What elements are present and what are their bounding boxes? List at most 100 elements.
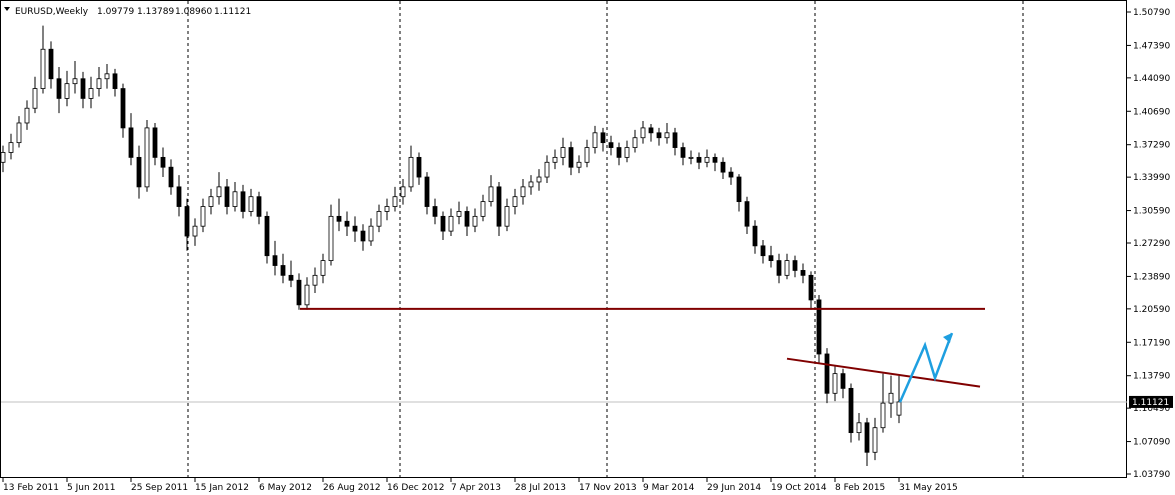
y-tick-label: 1.07090 [1133,438,1170,448]
x-tick-label: 8 Feb 2015 [835,483,885,493]
candle-body [240,191,246,212]
candle-body [48,48,54,80]
x-tick-label: 28 Jul 2013 [515,483,566,493]
x-tick-label: 31 May 2015 [899,483,958,493]
candle-body [752,225,758,247]
candle-body [96,78,102,89]
x-tick-label: 6 May 2012 [259,483,312,493]
candle-body [576,161,582,168]
close: 1.11121 [214,7,251,17]
candle-body [352,225,358,232]
candle-body [536,176,542,183]
high: 1.13789 [137,7,174,17]
y-tick-label: 1.37290 [1133,141,1170,151]
trend-line [786,357,981,388]
candle-body [656,132,662,139]
candle-body [680,147,686,158]
candle-body [560,147,566,158]
candle-body [32,88,38,109]
candle-body [104,73,110,80]
candle-body [136,156,142,188]
candle-body [256,196,262,217]
candle-body [112,73,118,89]
candle-body [768,255,774,261]
y-tick-label: 1.23890 [1133,272,1170,282]
candle-body [688,156,694,159]
y-tick-label: 1.27290 [1133,239,1170,249]
candle-body [264,215,270,257]
candle-body [592,132,598,148]
candle-body [0,152,6,163]
candle-body [488,186,494,203]
candle-body [232,191,238,207]
candle-body [792,260,798,271]
candle-body [272,255,278,266]
forecast-arrow [898,332,954,403]
candle-body [248,196,254,212]
candle-body [512,196,518,207]
candle-body [504,206,510,227]
candle-body [640,127,646,139]
candle-body [624,147,630,158]
candle-body [392,196,398,207]
x-tick-label: 13 Feb 2011 [3,483,59,493]
y-tick-label: 1.13790 [1133,372,1170,382]
candle-body [848,387,854,434]
candle-body [736,176,742,203]
candle-body [824,353,830,394]
y-tick-label: 1.50790 [1133,8,1170,18]
candle-body [616,147,622,158]
candle-body [336,215,342,222]
candle-body [224,186,230,207]
candle-body [888,392,894,404]
candle-body [440,215,446,232]
arrow-head [943,333,952,344]
candle-body [376,211,382,227]
y-tick-label: 1.40690 [1133,107,1170,117]
candle-body [368,225,374,242]
candle-body [8,142,14,153]
candle-body [800,270,806,276]
candle-body [304,284,310,306]
candle-body [312,274,318,286]
candle-body [480,201,486,217]
candle-body [80,78,86,99]
candle-body [216,186,222,198]
candle-body [168,166,174,188]
candle-body [176,186,182,207]
candle-body [344,220,350,227]
candle-body [784,260,790,276]
x-tick-label: 19 Oct 2014 [771,483,827,493]
candle-body [160,156,166,168]
candle-body [720,161,726,173]
candle-body [472,215,478,227]
candle-body [816,299,822,355]
y-tick-label: 1.30590 [1133,207,1170,217]
candle-body [520,186,526,198]
candle-body [328,215,334,261]
x-tick-label: 7 Apr 2013 [451,483,501,493]
candle-body [648,127,654,134]
candle-body [672,132,678,148]
candle-body [584,147,590,163]
candle-body [744,201,750,227]
x-tick-label: 15 Jan 2012 [195,483,249,493]
candle-body [320,260,326,276]
candle-body [56,78,62,99]
candle-body [184,206,190,237]
candle-body [696,156,702,163]
x-tick-label: 29 Jun 2014 [707,483,761,493]
candle-body [552,156,558,163]
y-tick-label: 1.47390 [1133,41,1170,51]
candle-body [40,48,46,89]
candle-body [776,260,782,276]
candle-body [24,107,30,124]
candle-body [840,373,846,389]
candle-body [832,373,838,394]
candle-body [704,156,710,163]
x-tick-label: 5 Jun 2011 [67,483,115,493]
candle-body [464,211,470,227]
low: 1.08960 [175,7,212,17]
candle-body [600,132,606,144]
candle-body [424,176,430,207]
